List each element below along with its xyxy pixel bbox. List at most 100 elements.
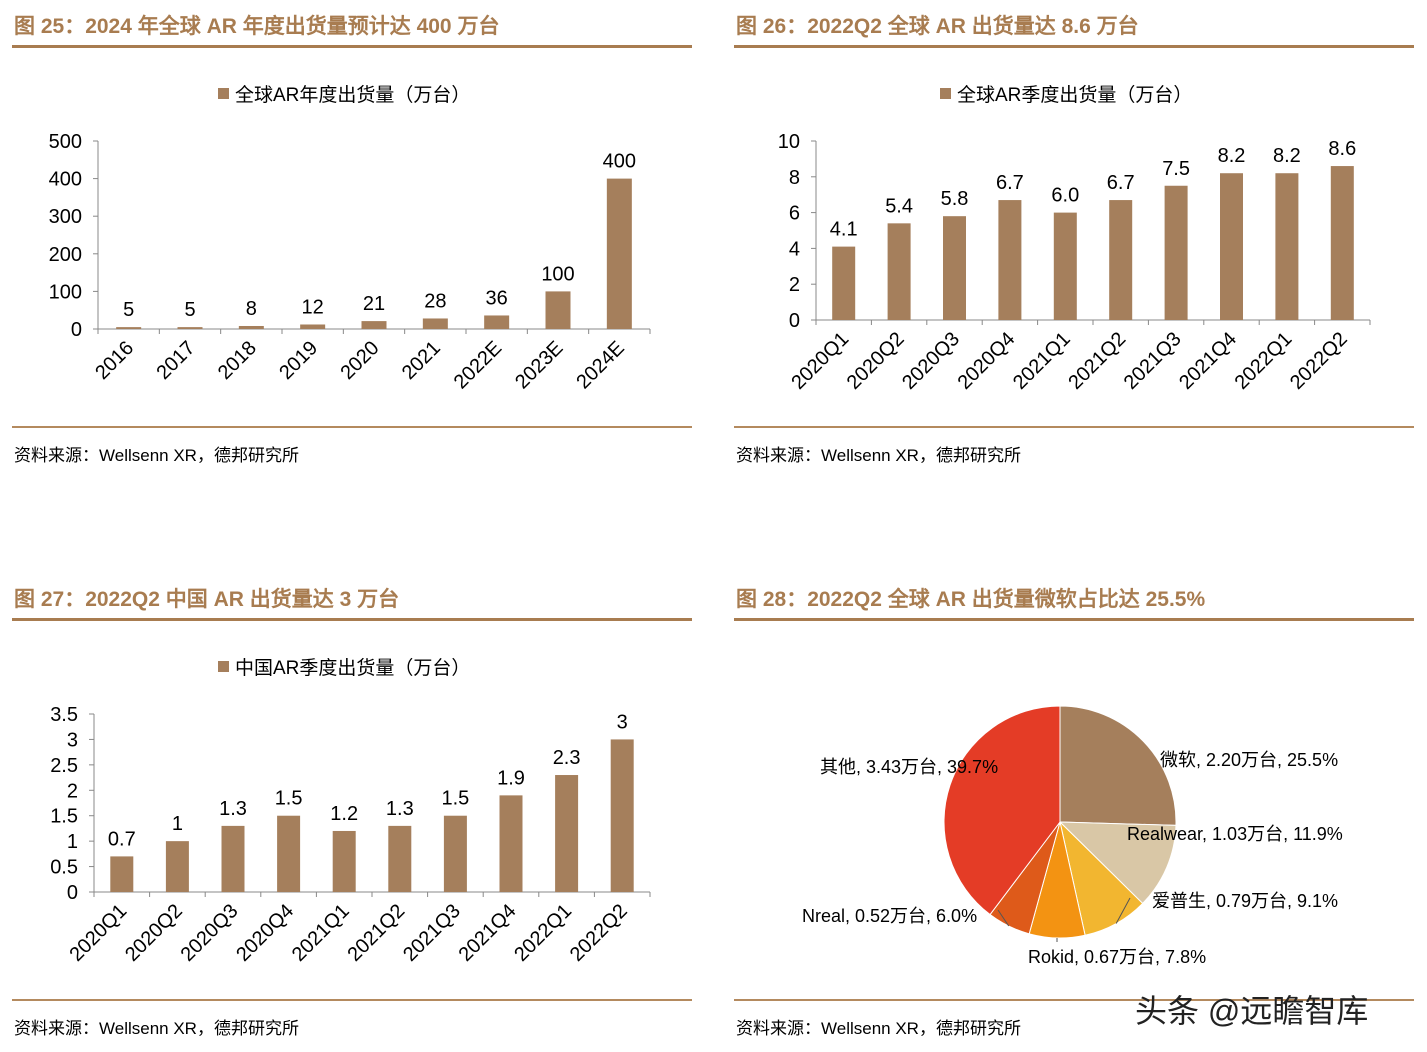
data-label: 5.8 [941, 188, 969, 210]
data-label: 400 [603, 151, 636, 173]
legend-label: 全球AR季度出货量（万台） [957, 85, 1193, 106]
data-label: 6.7 [1107, 172, 1135, 194]
bar [832, 246, 856, 320]
y-tick-label: 2 [67, 780, 78, 802]
data-label: 8.6 [1328, 138, 1356, 160]
bar [1164, 185, 1188, 320]
y-tick-label: 0 [71, 319, 82, 341]
x-category-label: 2021 [398, 337, 445, 384]
figure-28-title: 图 28：2022Q2 全球 AR 出货量微软占比达 25.5% [736, 588, 1206, 611]
pie-slice-label: 其他, 3.43万台, 39.7% [820, 757, 998, 777]
y-tick-label: 300 [49, 206, 82, 228]
bar [1275, 173, 1299, 320]
figure-28-source: 资料来源：Wellsenn XR，德邦研究所 [736, 1019, 1021, 1038]
figure-27-title: 图 27：2022Q2 中国 AR 出货量达 3 万台 [14, 588, 400, 611]
bar [1330, 166, 1354, 320]
pie-slice [1058, 821, 1177, 905]
y-tick-label: 500 [49, 131, 82, 153]
chart-figure-28-pie: 微软, 2.20万台, 25.5% Realwear, 1.03万台, 11.9%… [802, 705, 1343, 967]
y-tick-label: 1 [67, 831, 78, 853]
leader-line [997, 909, 1010, 927]
figure-27-source: 资料来源：Wellsenn XR，德邦研究所 [14, 1019, 299, 1038]
chart-figure-27: 0 0.5 1 1.5 2 2.5 3 3.5 0.7 2020Q1 1 2020Q2 1.3 2020Q… [50, 704, 651, 966]
chart-figure-25: 0 100 200 300 400 500 5 2016 5 2017 8 2018 12 2019 21 2… [49, 131, 651, 393]
x-category-label: 2017 [153, 337, 200, 384]
figure-26-title-rule [734, 45, 1414, 48]
data-label: 4.1 [830, 219, 858, 241]
bar [887, 223, 911, 320]
legend-swatch [940, 88, 951, 99]
x-category-label: 2022Q1 [1231, 328, 1297, 394]
bar [388, 825, 412, 892]
data-label: 6.7 [996, 172, 1024, 194]
figure-25-source: 资料来源：Wellsenn XR，德邦研究所 [14, 446, 299, 465]
x-category-label: 2020Q2 [843, 328, 909, 394]
data-label: 1.5 [275, 788, 303, 810]
data-label: 1.9 [497, 767, 525, 789]
data-label: 1.3 [386, 798, 414, 820]
y-tick-label: 10 [778, 131, 800, 153]
leader-line [1115, 897, 1131, 924]
y-tick-label: 0 [67, 882, 78, 904]
figure-27-legend: 中国AR季度出货量（万台） [218, 653, 470, 680]
watermark: 头条 @远瞻智库 [1135, 993, 1369, 1029]
x-category-label: 2021Q4 [1175, 328, 1241, 394]
pie-slice-label: Realwear, 1.03万台, 11.9% [1127, 824, 1343, 844]
figure-28-source-rule [734, 999, 1414, 1001]
x-category-label: 2022Q1 [510, 900, 576, 966]
bar [422, 318, 448, 329]
legend-label: 全球AR年度出货量（万台） [235, 85, 471, 106]
y-tick-label: 4 [789, 238, 800, 260]
legend-label: 中国AR季度出货量（万台） [235, 658, 471, 679]
y-tick-label: 0.5 [50, 857, 78, 879]
data-label: 28 [424, 290, 446, 312]
bar [555, 775, 579, 892]
x-category-label: 2023E [511, 337, 567, 393]
bar [177, 327, 203, 329]
legend-swatch [218, 88, 229, 99]
bar [238, 325, 264, 329]
x-category-label: 2021Q3 [399, 900, 465, 966]
bar [332, 830, 356, 892]
figure-27-title-rule [12, 618, 692, 621]
y-tick-label: 200 [49, 244, 82, 266]
bar [221, 825, 245, 892]
x-category-label: 2020Q1 [787, 328, 853, 394]
bar [110, 856, 134, 892]
data-label: 2.3 [553, 747, 581, 769]
data-label: 1.3 [219, 798, 247, 820]
legend-swatch [218, 661, 229, 672]
x-category-label: 2022Q2 [566, 900, 632, 966]
x-category-label: 2020Q4 [954, 328, 1020, 394]
data-label: 3 [617, 711, 628, 733]
x-category-label: 2021Q3 [1120, 328, 1186, 394]
data-label: 0.7 [108, 828, 136, 850]
bar [116, 327, 142, 329]
x-category-label: 2020Q3 [177, 900, 243, 966]
x-category-label: 2024E [572, 337, 628, 393]
pie-slice-label: 微软, 2.20万台, 25.5% [1160, 750, 1338, 770]
bar [545, 291, 571, 329]
data-label: 1.2 [330, 803, 358, 825]
y-tick-label: 1.5 [50, 806, 78, 828]
y-tick-label: 8 [789, 167, 800, 189]
bar [610, 739, 634, 892]
data-label: 5.4 [885, 195, 913, 217]
x-category-label: 2019 [275, 337, 322, 384]
bar [443, 815, 467, 892]
x-category-label: 2020Q3 [898, 328, 964, 394]
bar [1109, 200, 1133, 320]
y-tick-label: 3 [67, 729, 78, 751]
y-tick-label: 100 [49, 281, 82, 303]
pie-slice-label: Rokid, 0.67万台, 7.8% [1028, 947, 1206, 967]
figure-25-title-rule [12, 45, 692, 48]
data-label: 1.5 [441, 788, 469, 810]
bar [943, 216, 966, 320]
y-tick-label: 2 [789, 274, 800, 296]
data-label: 1 [172, 813, 183, 835]
x-category-label: 2022Q2 [1286, 328, 1352, 394]
pie-slice-label: Nreal, 0.52万台, 6.0% [802, 906, 977, 926]
bar [165, 841, 189, 892]
x-category-label: 2021Q2 [1064, 328, 1130, 394]
data-label: 6.0 [1051, 185, 1079, 207]
